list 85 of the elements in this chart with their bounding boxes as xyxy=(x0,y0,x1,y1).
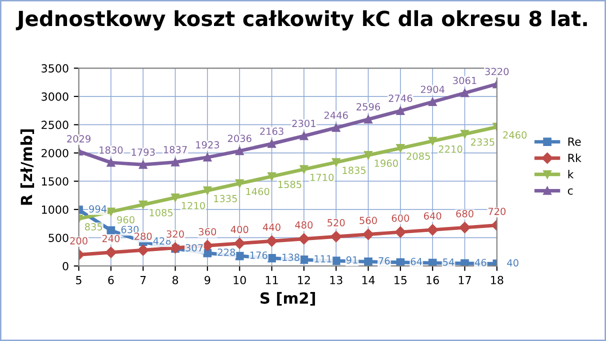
y-tick-label: 2500 xyxy=(42,120,68,130)
data-label: 2446 xyxy=(324,112,348,119)
y-tick-label: 0 xyxy=(62,262,68,270)
data-label: 2904 xyxy=(420,86,444,94)
y-tick-label: 3500 xyxy=(42,64,68,73)
chart-title: Jednostkowy koszt całkowity kC dla okresu 8 lat. xyxy=(16,10,587,31)
data-label: 46 xyxy=(474,258,486,266)
data-label: 111 xyxy=(314,255,332,262)
data-label: 228 xyxy=(218,248,236,256)
x-tick-label: 5 xyxy=(76,276,82,284)
x-tick-label: 11 xyxy=(266,276,278,284)
data-label: 2029 xyxy=(67,135,90,142)
data-label: 1085 xyxy=(150,209,173,216)
data-label: 960 xyxy=(117,216,134,224)
legend-label: k xyxy=(568,170,574,178)
data-label: 2036 xyxy=(228,134,252,142)
data-label: 720 xyxy=(488,208,506,216)
data-label: 1335 xyxy=(214,194,237,202)
data-label: 1960 xyxy=(374,160,398,167)
data-label: 560 xyxy=(360,216,377,224)
y-tick-label: 2000 xyxy=(42,148,68,158)
data-label: 2301 xyxy=(292,120,316,128)
data-label: 64 xyxy=(410,258,422,266)
x-tick-label: 9 xyxy=(204,276,210,284)
data-label: 2163 xyxy=(260,128,284,135)
legend-label: c xyxy=(568,188,573,195)
data-label: 520 xyxy=(328,219,345,226)
x-tick-label: 14 xyxy=(362,276,375,284)
data-label: 1710 xyxy=(310,174,334,182)
y-tick-label: 500 xyxy=(48,234,68,242)
data-label: 1830 xyxy=(100,146,123,154)
x-tick-label: 8 xyxy=(172,276,178,284)
data-label: 2596 xyxy=(356,103,380,110)
data-label: 630 xyxy=(121,226,139,234)
data-label: 600 xyxy=(392,214,410,222)
data-label: 176 xyxy=(250,252,268,259)
data-label: 280 xyxy=(134,232,152,240)
data-label: 835 xyxy=(84,223,102,230)
data-label: 440 xyxy=(262,224,280,231)
data-label: 54 xyxy=(443,258,454,266)
data-label: 360 xyxy=(198,228,216,236)
data-label: 307 xyxy=(186,244,203,252)
x-tick-label: 16 xyxy=(426,276,439,284)
data-label: 76 xyxy=(378,257,390,265)
x-tick-label: 10 xyxy=(234,276,246,284)
data-label: 3061 xyxy=(453,76,476,84)
data-label: 40 xyxy=(507,259,518,267)
data-label: 138 xyxy=(282,254,300,262)
x-tick-label: 13 xyxy=(330,276,342,284)
data-label: 320 xyxy=(166,230,184,238)
data-label: 2335 xyxy=(471,138,494,146)
x-tick-label: 12 xyxy=(298,276,310,284)
data-label: 2460 xyxy=(503,131,527,139)
y-tick-label: 3000 xyxy=(42,92,68,101)
x-tick-label: 18 xyxy=(491,276,504,284)
data-label: 680 xyxy=(456,210,474,218)
data-label: 994 xyxy=(89,205,107,213)
x-tick-label: 17 xyxy=(458,276,471,284)
data-label: 1923 xyxy=(196,141,220,148)
data-label: 2746 xyxy=(388,94,412,102)
data-label: 1835 xyxy=(342,166,366,174)
x-tick-label: 15 xyxy=(394,276,407,284)
x-axis-title: S [m2] xyxy=(260,292,315,306)
y-tick-label: 1000 xyxy=(42,205,68,214)
y-tick-label: 1500 xyxy=(42,177,68,186)
legend-label: Re xyxy=(568,138,581,146)
data-label: 400 xyxy=(230,226,248,234)
data-label: 1210 xyxy=(182,202,205,210)
data-label: 200 xyxy=(70,237,88,244)
data-label: 2085 xyxy=(406,152,430,160)
x-tick-label: 6 xyxy=(108,276,114,284)
data-label: 1585 xyxy=(278,180,302,188)
legend-label: Rk xyxy=(568,154,582,162)
data-label: 2210 xyxy=(438,145,462,153)
data-label: 1460 xyxy=(246,188,270,196)
data-label: 1837 xyxy=(164,146,187,154)
data-label: 428 xyxy=(153,237,171,245)
data-label: 240 xyxy=(102,234,120,242)
y-axis-title: R [zł/mb] xyxy=(20,129,34,205)
data-label: 91 xyxy=(346,256,358,264)
x-tick-label: 7 xyxy=(140,276,146,284)
data-label: 3220 xyxy=(485,68,509,76)
data-label: 640 xyxy=(424,212,442,220)
data-label: 480 xyxy=(295,221,313,229)
data-label: 1793 xyxy=(132,148,155,156)
